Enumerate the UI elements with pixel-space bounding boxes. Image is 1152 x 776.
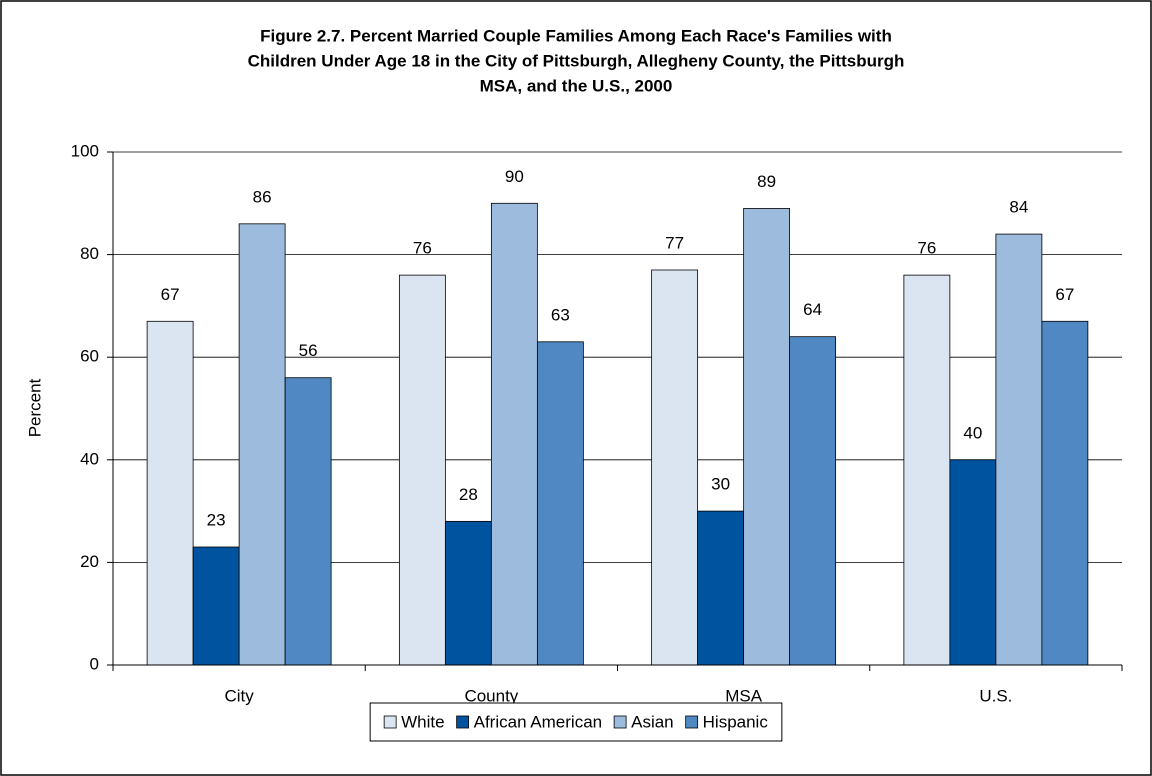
data-label: 30 (711, 475, 730, 494)
bar (697, 510, 745, 666)
legend-label: Asian (631, 712, 674, 731)
legend-label: White (401, 712, 444, 731)
data-label: 64 (803, 300, 822, 319)
data-label: 56 (299, 341, 318, 360)
bar (949, 459, 997, 666)
legend-swatch (685, 715, 699, 729)
bar (903, 274, 951, 666)
y-tick-label: 60 (80, 347, 99, 366)
bar (743, 208, 791, 666)
bar (238, 223, 286, 666)
bar (444, 520, 492, 666)
y-tick-label: 40 (80, 449, 99, 468)
data-label: 89 (757, 172, 776, 191)
x-tick-label: MSA (725, 686, 763, 705)
legend-label: African American (474, 712, 603, 731)
y-tick-label: 0 (90, 654, 99, 673)
bar (995, 233, 1043, 666)
chart-title: MSA, and the U.S., 2000 (480, 76, 673, 95)
y-tick-label: 20 (80, 552, 99, 571)
y-axis-label: Percent (25, 378, 44, 437)
bar (398, 274, 446, 666)
bar (1041, 320, 1089, 666)
data-label: 63 (551, 305, 570, 324)
bar (192, 546, 240, 666)
data-label: 77 (665, 233, 684, 252)
data-label: 86 (253, 187, 272, 206)
data-label: 40 (963, 423, 982, 442)
y-tick-label: 100 (71, 141, 99, 160)
bar (284, 377, 332, 666)
data-label: 76 (413, 239, 432, 258)
y-tick-label: 80 (80, 244, 99, 263)
data-label: 67 (161, 285, 180, 304)
data-label: 84 (1009, 198, 1028, 217)
x-tick-label: City (224, 686, 254, 705)
legend (369, 702, 783, 742)
data-label: 90 (505, 167, 524, 186)
x-tick-label: U.S. (979, 686, 1012, 705)
data-label: 67 (1055, 285, 1074, 304)
chart-title: Figure 2.7. Percent Married Couple Famil… (260, 26, 892, 45)
bar (146, 320, 194, 666)
legend-swatch (383, 715, 397, 729)
bar (651, 269, 699, 666)
bar (789, 336, 837, 666)
data-label: 23 (207, 510, 226, 529)
legend-label: Hispanic (703, 712, 769, 731)
x-tick-label: County (464, 686, 518, 705)
bar (536, 341, 584, 666)
legend-swatch (456, 715, 470, 729)
data-label: 76 (917, 239, 936, 258)
chart-title: Children Under Age 18 in the City of Pit… (248, 51, 905, 70)
bar (490, 202, 538, 666)
data-label: 28 (459, 485, 478, 504)
legend-swatch (613, 715, 627, 729)
